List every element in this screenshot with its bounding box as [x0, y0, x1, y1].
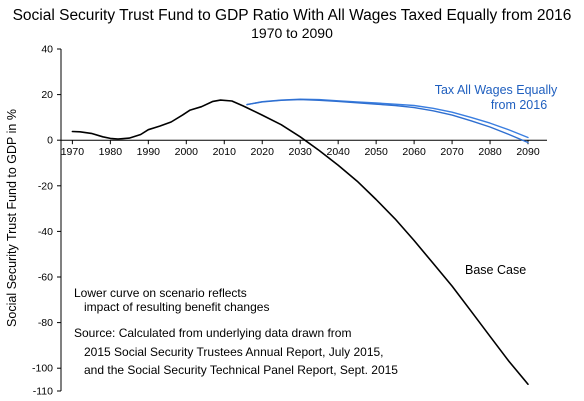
chart-title: Social Security Trust Fund to GDP Ratio …	[13, 7, 572, 24]
y-tick-label: -100	[32, 363, 53, 375]
x-tick-label: 2040	[326, 146, 350, 158]
x-tick-label: 1990	[137, 146, 161, 158]
x-tick-label: 2030	[289, 146, 313, 158]
y-tick-label: -40	[38, 226, 53, 238]
chart-subtitle: 1970 to 2090	[251, 25, 333, 41]
y-tick-label: 40	[41, 44, 53, 56]
note-line-2: impact of resulting benefit changes	[84, 300, 269, 314]
source-line-3: and the Social Security Technical Panel …	[84, 363, 398, 377]
axes: 40 20 0 -20 -40 -60 -80 -100 -110 1970 1980 1990 200…	[32, 44, 547, 398]
source-line-1: Source: Calculated from underlying data …	[74, 326, 351, 340]
y-tick-label: 20	[41, 89, 53, 101]
x-tick-label: 2020	[251, 146, 275, 158]
series-line-base-case	[246, 98, 529, 144]
x-tick-label: 2000	[175, 146, 199, 158]
x-tick-label: 2010	[213, 146, 237, 158]
y-tick-label: -20	[38, 180, 53, 192]
tax-scenario-label-line1: Tax All Wages Equally	[435, 83, 558, 97]
y-axis-label: Social Security Trust Fund to GDP in %	[5, 109, 19, 327]
y-tick-label: 0	[47, 135, 53, 147]
note-line-1: Lower curve on scenario reflects	[74, 286, 247, 300]
x-tick-label: 1970	[61, 146, 85, 158]
plot-lines	[71, 98, 529, 385]
y-tick-label: -110	[33, 386, 53, 398]
x-tick-label: 2070	[440, 146, 464, 158]
x-tick-label: 1980	[99, 146, 123, 158]
y-tick-label: -80	[38, 317, 53, 329]
x-tick-label: 2060	[402, 146, 426, 158]
y-tick-label: -60	[38, 272, 53, 284]
tax-scenario-label-line2: from 2016	[491, 98, 547, 112]
series-line-tax-all-wages	[71, 99, 529, 385]
x-tick-label: 2050	[364, 146, 388, 158]
source-line-2: 2015 Social Security Trustees Annual Rep…	[84, 345, 384, 359]
base-case-label: Base Case	[465, 263, 526, 277]
x-tick-label: 2080	[478, 146, 502, 158]
x-tick-label: 2090	[516, 146, 540, 158]
